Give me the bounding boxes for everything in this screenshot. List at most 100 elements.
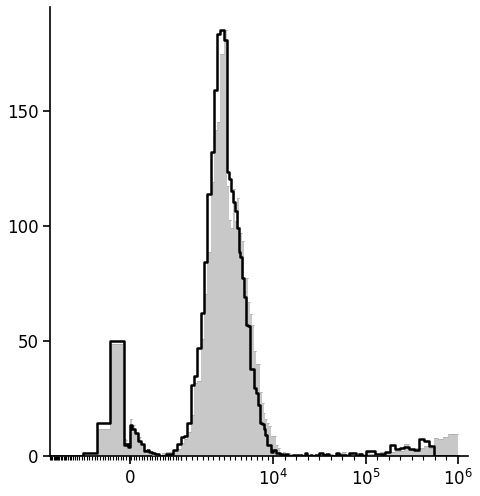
Bar — [418, 448, 423, 456]
Bar — [125, 440, 127, 456]
Bar — [146, 452, 149, 456]
Bar — [399, 451, 404, 456]
Bar — [287, 453, 289, 456]
Bar — [289, 454, 292, 456]
Bar — [144, 450, 146, 456]
Bar — [370, 454, 374, 456]
Bar — [329, 454, 332, 456]
Bar — [207, 252, 210, 456]
Bar — [443, 437, 447, 456]
Bar — [267, 423, 269, 456]
Bar — [177, 449, 180, 456]
Bar — [428, 447, 433, 456]
Bar — [374, 455, 379, 456]
Bar — [255, 364, 257, 456]
Bar — [210, 182, 214, 456]
Bar — [252, 325, 253, 456]
Bar — [180, 442, 184, 456]
Bar — [300, 455, 302, 456]
Bar — [257, 364, 259, 456]
Bar — [394, 451, 399, 456]
Bar — [322, 455, 325, 456]
Bar — [338, 453, 342, 456]
Bar — [214, 130, 216, 456]
Bar — [404, 444, 408, 456]
Bar — [173, 450, 177, 456]
Bar — [275, 445, 277, 456]
Bar — [452, 434, 457, 456]
Bar — [271, 436, 273, 456]
Bar — [204, 294, 207, 456]
Bar — [197, 381, 200, 456]
Bar — [110, 344, 124, 456]
Bar — [250, 313, 252, 456]
Bar — [169, 452, 173, 456]
Bar — [345, 454, 348, 456]
Bar — [193, 382, 197, 456]
Bar — [355, 453, 358, 456]
Bar — [423, 446, 428, 456]
Bar — [135, 434, 138, 456]
Bar — [138, 437, 141, 456]
Bar — [96, 429, 110, 456]
Bar — [361, 454, 365, 456]
Bar — [253, 351, 255, 456]
Bar — [184, 439, 187, 456]
Bar — [384, 452, 389, 456]
Bar — [223, 30, 227, 456]
Bar — [227, 186, 228, 456]
Bar — [379, 452, 384, 456]
Bar — [200, 339, 204, 456]
Bar — [166, 452, 169, 456]
Bar — [248, 302, 250, 456]
Bar — [191, 416, 193, 456]
Bar — [220, 54, 223, 456]
Bar — [244, 291, 246, 456]
Bar — [408, 449, 413, 456]
Bar — [348, 454, 352, 456]
Bar — [263, 413, 265, 456]
Bar — [261, 403, 263, 456]
Bar — [141, 444, 144, 456]
Bar — [236, 197, 238, 456]
Bar — [358, 453, 361, 456]
Bar — [365, 452, 370, 456]
Bar — [285, 455, 287, 456]
Bar — [273, 436, 275, 456]
Bar — [128, 443, 129, 456]
Bar — [438, 439, 443, 456]
Bar — [265, 419, 267, 456]
Bar — [314, 455, 316, 456]
Bar — [132, 426, 135, 456]
Bar — [269, 426, 271, 456]
Bar — [280, 454, 282, 456]
Bar — [216, 122, 220, 456]
Bar — [162, 453, 166, 456]
Bar — [246, 278, 248, 456]
Bar — [230, 228, 232, 456]
Bar — [238, 227, 240, 456]
Bar — [335, 454, 338, 456]
Bar — [433, 438, 438, 456]
Bar — [232, 189, 234, 456]
Bar — [234, 222, 236, 456]
Bar — [149, 454, 152, 456]
Bar — [127, 442, 128, 456]
Bar — [124, 439, 125, 456]
Bar — [389, 452, 394, 456]
Bar — [282, 452, 285, 456]
Bar — [155, 455, 158, 456]
Bar — [129, 419, 132, 456]
Bar — [342, 452, 345, 456]
Bar — [259, 392, 261, 456]
Bar — [228, 220, 230, 456]
Bar — [316, 455, 319, 456]
Bar — [187, 432, 191, 456]
Bar — [242, 241, 244, 456]
Bar — [447, 434, 452, 456]
Bar — [240, 233, 242, 456]
Bar — [152, 455, 155, 456]
Bar — [413, 448, 418, 456]
Bar — [292, 455, 294, 456]
Bar — [277, 447, 280, 456]
